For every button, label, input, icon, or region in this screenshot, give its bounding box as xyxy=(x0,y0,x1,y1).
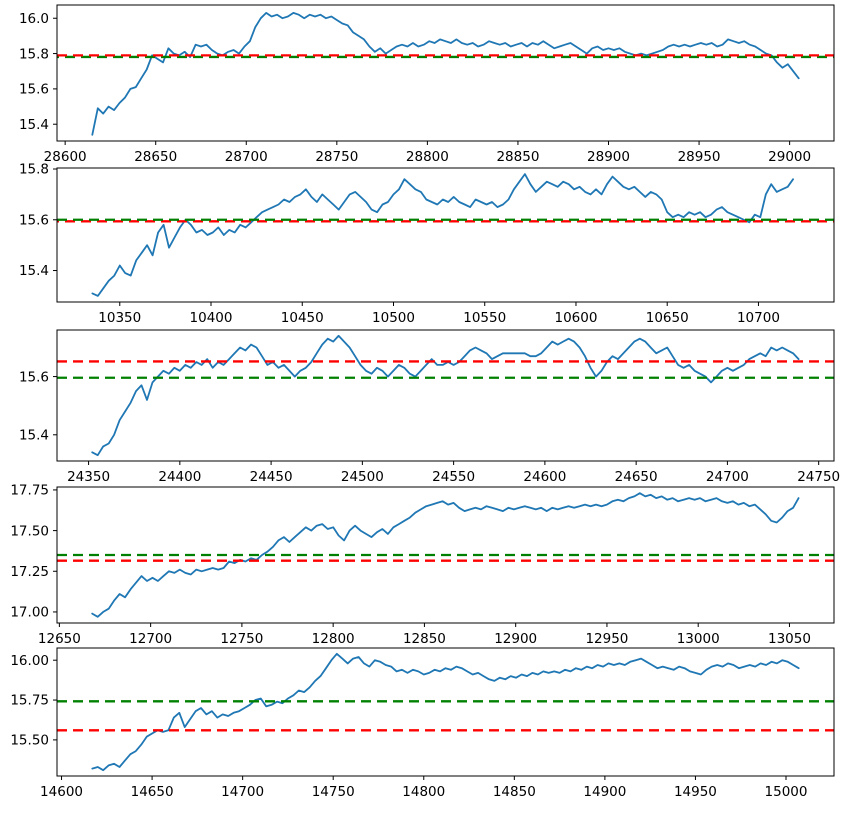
y-tick-label: 15.8 xyxy=(19,46,49,62)
x-tick-label: 28700 xyxy=(225,149,268,165)
x-tick-label: 28850 xyxy=(496,149,539,165)
y-tick-label: 15.6 xyxy=(19,212,49,228)
x-tick-label: 12950 xyxy=(585,631,628,647)
x-tick-label: 14900 xyxy=(583,784,626,800)
x-tick-label: 28750 xyxy=(315,149,358,165)
subplot-3: 24350 24400 24450 24500 24550 24600 24650 24700… xyxy=(19,329,840,485)
subplot-2: 10350 10400 10450 10500 10550 10600 10650 10700… xyxy=(19,162,835,326)
x-tick-label: 14950 xyxy=(674,784,717,800)
x-tick-label: 24550 xyxy=(432,469,475,485)
x-tick-label: 14600 xyxy=(40,784,83,800)
x-tick-label: 28950 xyxy=(678,149,721,165)
x-tick-label: 14850 xyxy=(493,784,536,800)
y-tick-label: 15.8 xyxy=(19,162,49,178)
x-tick-label: 28650 xyxy=(134,149,177,165)
x-tick-label: 12800 xyxy=(312,631,355,647)
y-tick-label: 15.50 xyxy=(10,733,49,749)
x-tick-label: 10550 xyxy=(463,310,506,326)
y-tick-label: 16.00 xyxy=(10,653,49,669)
y-tick-label: 16.0 xyxy=(19,11,49,27)
price-series-line xyxy=(91,173,794,297)
plot-frame xyxy=(56,4,835,142)
x-tick-label: 14700 xyxy=(221,784,264,800)
x-tick-label: 29000 xyxy=(768,149,811,165)
x-tick-label: 10700 xyxy=(737,310,780,326)
subplot-4: 12650 12700 12750 12800 12850 12900 12950 13000… xyxy=(10,483,835,647)
price-series-line xyxy=(91,11,800,136)
x-tick-label: 28800 xyxy=(406,149,449,165)
x-tick-label: 13050 xyxy=(768,631,811,647)
x-tick-label: 12900 xyxy=(494,631,537,647)
x-tick-label: 10650 xyxy=(646,310,689,326)
x-tick-label: 10450 xyxy=(281,310,324,326)
x-tick-label: 12750 xyxy=(220,631,263,647)
plot-frame xyxy=(56,329,835,462)
price-series-line xyxy=(91,652,800,772)
y-tick-label: 15.4 xyxy=(19,263,49,279)
plot-frame xyxy=(56,167,835,303)
x-tick-label: 10400 xyxy=(190,310,233,326)
plot-frame xyxy=(56,647,835,777)
y-tick-label: 15.4 xyxy=(19,428,49,444)
x-tick-label: 10600 xyxy=(554,310,597,326)
x-tick-label: 24600 xyxy=(523,469,566,485)
price-series-line xyxy=(91,334,800,457)
y-tick-label: 17.75 xyxy=(10,483,49,499)
x-tick-label: 14750 xyxy=(312,784,355,800)
y-tick-label: 15.75 xyxy=(10,693,49,709)
price-series-line xyxy=(91,492,800,618)
x-tick-label: 13000 xyxy=(677,631,720,647)
x-tick-label: 24350 xyxy=(67,469,110,485)
x-tick-label: 28900 xyxy=(587,149,630,165)
x-tick-label: 10500 xyxy=(372,310,415,326)
subplot-5: 14600 14650 14700 14750 14800 14850 14900 14950… xyxy=(10,647,835,800)
x-tick-label: 28600 xyxy=(44,149,87,165)
x-tick-label: 12850 xyxy=(403,631,446,647)
x-tick-label: 24700 xyxy=(706,469,749,485)
y-tick-label: 15.6 xyxy=(19,82,49,98)
x-tick-label: 24450 xyxy=(250,469,293,485)
x-tick-label: 14800 xyxy=(402,784,445,800)
x-tick-label: 15000 xyxy=(765,784,808,800)
y-tick-label: 15.6 xyxy=(19,369,49,385)
x-tick-label: 24650 xyxy=(615,469,658,485)
x-tick-label: 24750 xyxy=(797,469,840,485)
x-tick-label: 10350 xyxy=(98,310,141,326)
x-tick-label: 14650 xyxy=(131,784,174,800)
plot-frame xyxy=(56,486,835,624)
y-tick-label: 17.00 xyxy=(10,605,49,621)
x-tick-label: 24500 xyxy=(341,469,384,485)
y-tick-label: 17.50 xyxy=(10,523,49,539)
x-tick-label: 12700 xyxy=(129,631,172,647)
subplot-1: 28600 28650 28700 28750 28800 28850 28900 28950… xyxy=(19,4,835,165)
x-tick-label: 24400 xyxy=(158,469,201,485)
x-tick-label: 12650 xyxy=(38,631,81,647)
y-tick-label: 17.25 xyxy=(10,564,49,580)
y-tick-label: 15.4 xyxy=(19,117,49,133)
